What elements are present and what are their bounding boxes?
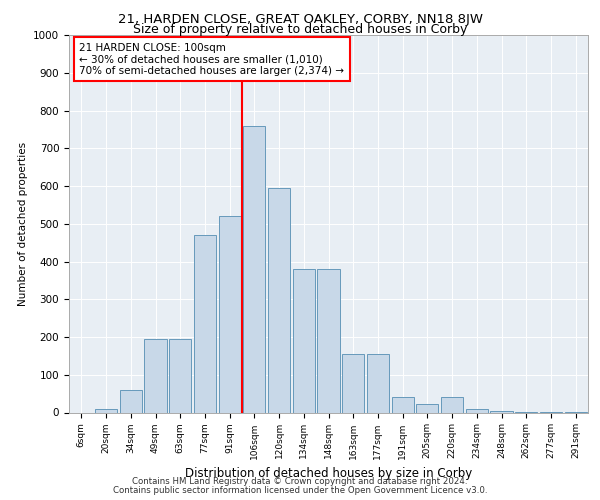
Bar	[342, 354, 364, 412]
Bar	[268, 188, 290, 412]
Bar	[317, 269, 340, 412]
Bar	[367, 354, 389, 412]
Bar	[243, 126, 265, 412]
Bar	[95, 408, 117, 412]
Text: Size of property relative to detached houses in Corby: Size of property relative to detached ho…	[133, 22, 467, 36]
Bar	[218, 216, 241, 412]
Text: 21, HARDEN CLOSE, GREAT OAKLEY, CORBY, NN18 8JW: 21, HARDEN CLOSE, GREAT OAKLEY, CORBY, N…	[118, 12, 482, 26]
Bar	[194, 235, 216, 412]
Text: 21 HARDEN CLOSE: 100sqm
← 30% of detached houses are smaller (1,010)
70% of semi: 21 HARDEN CLOSE: 100sqm ← 30% of detache…	[79, 42, 344, 76]
Bar	[119, 390, 142, 412]
Bar	[490, 410, 512, 412]
Bar	[392, 398, 414, 412]
Bar	[416, 404, 439, 412]
Bar	[466, 408, 488, 412]
Text: Contains HM Land Registry data © Crown copyright and database right 2024.: Contains HM Land Registry data © Crown c…	[132, 477, 468, 486]
Bar	[145, 339, 167, 412]
Bar	[441, 398, 463, 412]
Bar	[169, 339, 191, 412]
Y-axis label: Number of detached properties: Number of detached properties	[17, 142, 28, 306]
Bar	[293, 269, 315, 412]
Text: Contains public sector information licensed under the Open Government Licence v3: Contains public sector information licen…	[113, 486, 487, 495]
X-axis label: Distribution of detached houses by size in Corby: Distribution of detached houses by size …	[185, 467, 472, 480]
